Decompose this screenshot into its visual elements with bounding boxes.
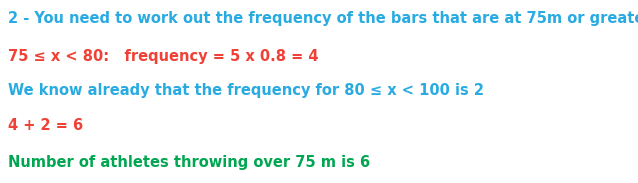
Text: We know already that the frequency for 80 ≤ x < 100 is 2: We know already that the frequency for 8…	[8, 83, 484, 98]
Text: 4 + 2 = 6: 4 + 2 = 6	[8, 119, 83, 134]
Text: 2 - You need to work out the frequency of the bars that are at 75m or greater: 2 - You need to work out the frequency o…	[8, 10, 638, 25]
Text: 75 ≤ x < 80:   frequency = 5 x 0.8 = 4: 75 ≤ x < 80: frequency = 5 x 0.8 = 4	[8, 48, 318, 64]
Text: Number of athletes throwing over 75 m is 6: Number of athletes throwing over 75 m is…	[8, 156, 370, 171]
